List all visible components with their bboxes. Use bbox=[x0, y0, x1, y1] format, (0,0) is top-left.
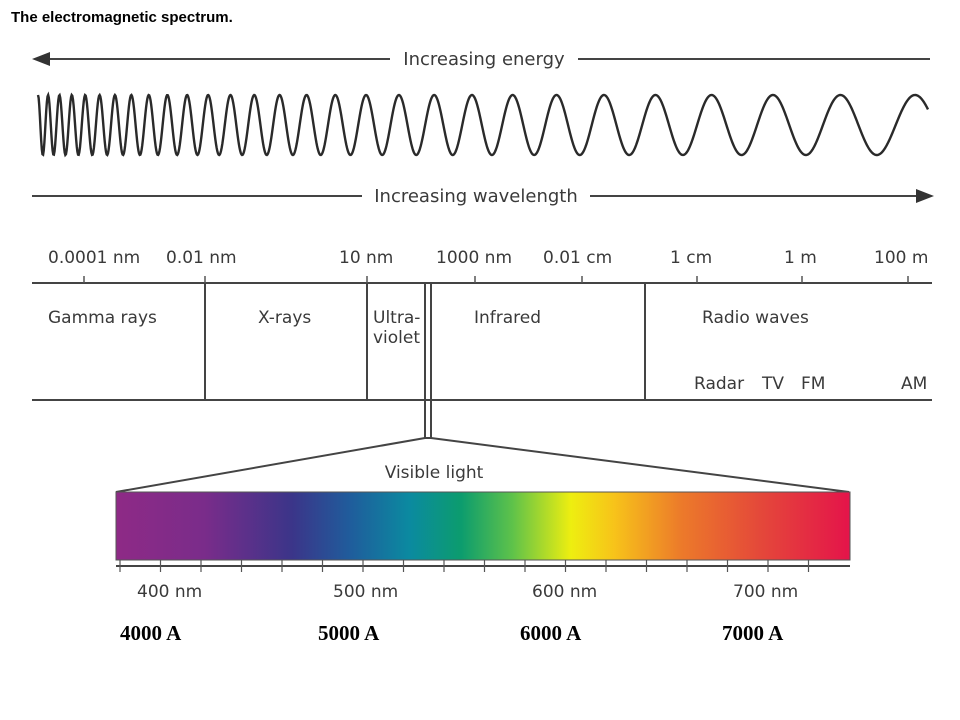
scale-label: 0.01 cm bbox=[543, 248, 612, 268]
increasing-wavelength-label: Increasing wavelength bbox=[374, 186, 578, 207]
region-infrared: Infrared bbox=[474, 308, 541, 328]
scale-label: 10 nm bbox=[339, 248, 393, 268]
radio-band-am: AM bbox=[901, 374, 927, 394]
region-gamma-rays: Gamma rays bbox=[48, 308, 157, 328]
region-ultraviolet: violet bbox=[373, 328, 420, 348]
radio-band-tv: TV bbox=[761, 374, 784, 394]
visible-zoom-lines: Visible light bbox=[115, 437, 850, 493]
angstrom-label: 5000 A bbox=[318, 621, 380, 645]
radio-band-fm: FM bbox=[801, 374, 825, 394]
page-title: The electromagnetic spectrum. bbox=[11, 9, 233, 26]
visible-scale: 400 nm 500 nm 600 nm 700 nm 4000 A 5000 … bbox=[116, 560, 850, 645]
scale-label: 0.0001 nm bbox=[48, 248, 140, 268]
visible-nm-label: 600 nm bbox=[532, 582, 597, 602]
wave-curve bbox=[36, 91, 930, 158]
wavelength-scale: 0.0001 nm 0.01 nm 10 nm 1000 nm 0.01 cm … bbox=[48, 248, 928, 268]
radio-band-radar: Radar bbox=[694, 374, 744, 394]
scale-label: 1000 nm bbox=[436, 248, 512, 268]
visible-light-label: Visible light bbox=[385, 463, 484, 483]
scale-label: 1 cm bbox=[670, 248, 712, 268]
visible-nm-label: 700 nm bbox=[733, 582, 798, 602]
spectrum-band-table: Gamma rays X-rays Ultra- violet Infrared… bbox=[32, 276, 932, 438]
increasing-wavelength-arrow: Increasing wavelength bbox=[32, 186, 934, 207]
region-radio-waves: Radio waves bbox=[702, 308, 809, 328]
region-x-rays: X-rays bbox=[258, 308, 311, 328]
visible-nm-label: 400 nm bbox=[137, 582, 202, 602]
scale-label: 1 m bbox=[784, 248, 817, 268]
visible-spectrum-bar bbox=[115, 491, 851, 561]
region-ultraviolet: Ultra- bbox=[373, 308, 420, 328]
angstrom-label: 7000 A bbox=[722, 621, 784, 645]
scale-label: 100 m bbox=[874, 248, 928, 268]
angstrom-label: 4000 A bbox=[120, 621, 182, 645]
visible-nm-label: 500 nm bbox=[333, 582, 398, 602]
scale-label: 0.01 nm bbox=[166, 248, 237, 268]
angstrom-label: 6000 A bbox=[520, 621, 582, 645]
increasing-energy-arrow: Increasing energy bbox=[32, 49, 930, 70]
increasing-energy-label: Increasing energy bbox=[403, 49, 565, 70]
